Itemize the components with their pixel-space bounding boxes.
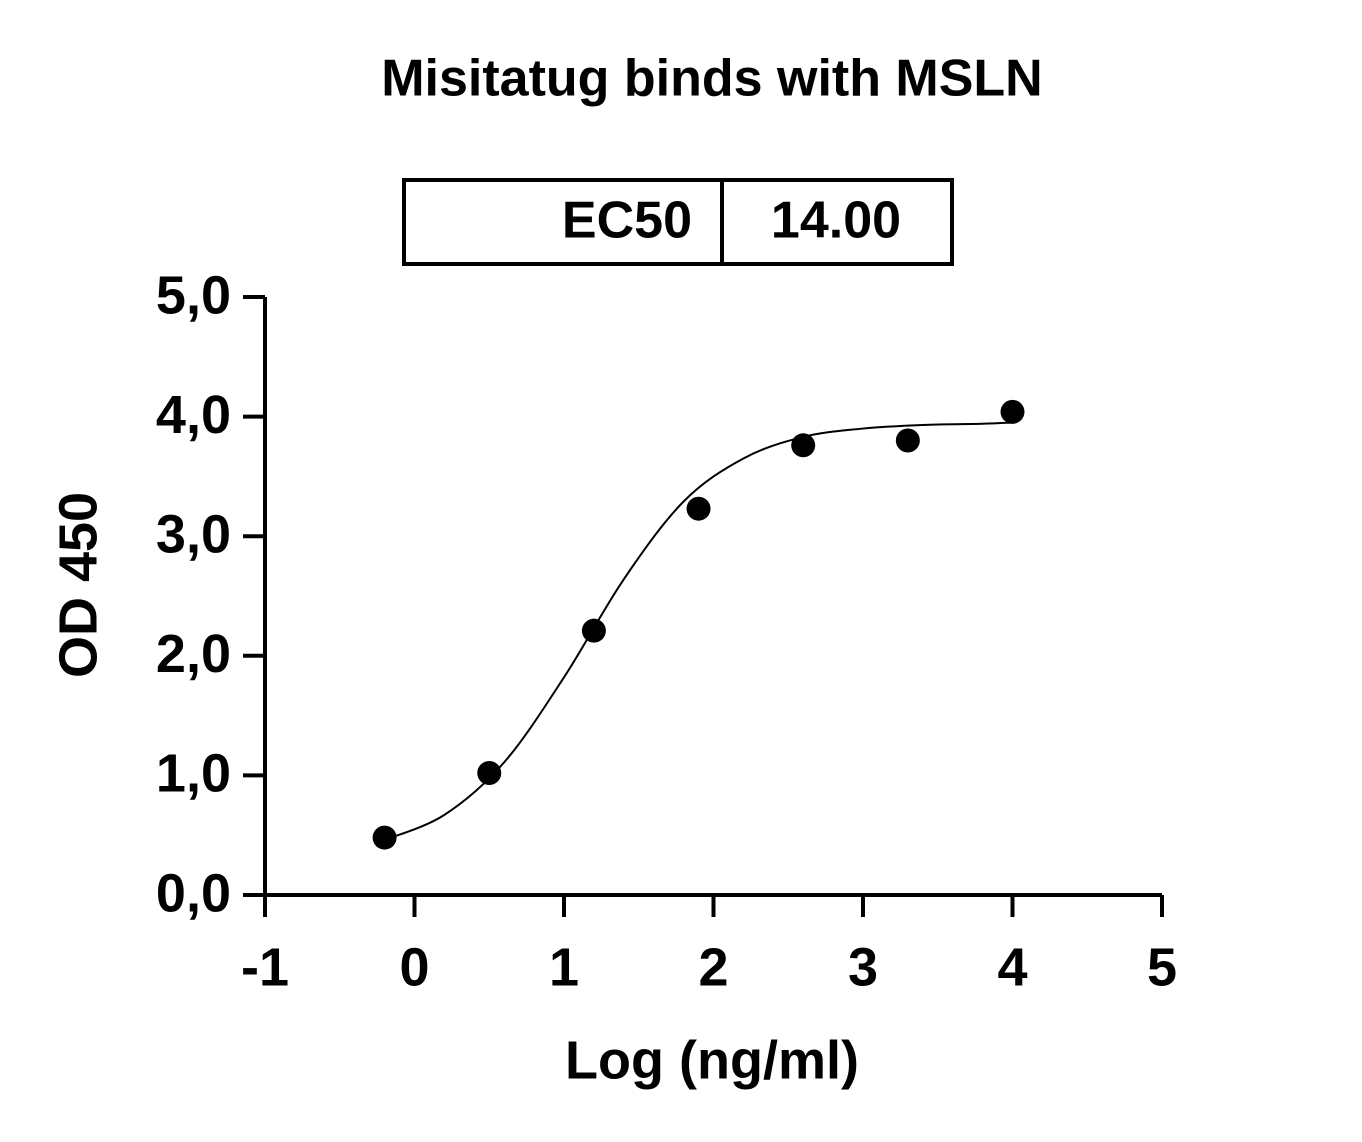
annotation-label: EC50: [562, 192, 692, 250]
data-point: [581, 618, 606, 643]
x-tick-label: -1: [241, 937, 289, 997]
x-tick-label: 4: [997, 937, 1027, 997]
annotation-box: [402, 178, 954, 266]
x-axis-label: Log (ng/ml): [565, 1030, 859, 1090]
y-tick-label: 3,0: [156, 504, 231, 564]
y-tick-label: 1,0: [156, 744, 231, 804]
data-point: [477, 761, 502, 786]
data-point: [895, 428, 920, 453]
x-tick-label: 5: [1147, 937, 1177, 997]
y-tick-label: 2,0: [156, 624, 231, 684]
y-tick-label: 4,0: [156, 385, 231, 445]
x-tick-label: 1: [549, 937, 579, 997]
x-tick-label: 0: [399, 937, 429, 997]
data-point: [686, 496, 711, 521]
chart-title: Misitatug binds with MSLN: [381, 50, 1043, 108]
x-tick-label: 2: [698, 937, 728, 997]
data-point: [372, 825, 397, 850]
annotation-value: 14.00: [771, 192, 901, 250]
data-point: [791, 433, 816, 458]
y-tick-label: 5,0: [156, 265, 231, 325]
y-tick-label: 0,0: [156, 863, 231, 923]
y-axis-label: OD 450: [48, 492, 108, 678]
data-point: [1000, 399, 1025, 424]
x-tick-label: 3: [848, 937, 878, 997]
